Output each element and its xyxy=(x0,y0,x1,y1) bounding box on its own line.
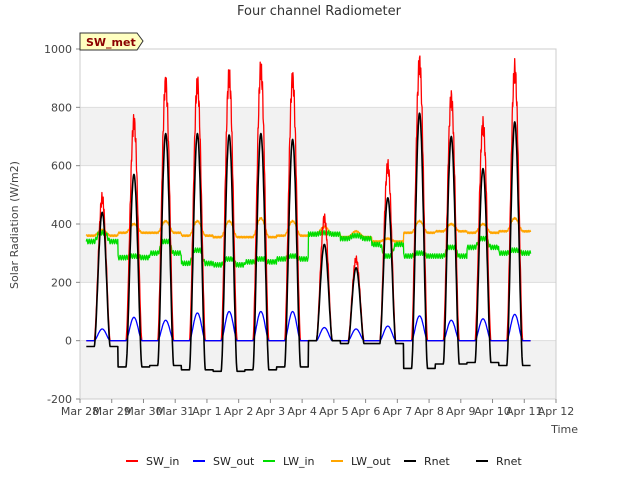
legend: SW_in SW_out LW_in LW_out Rnet Rnet xyxy=(126,455,522,468)
x-tick-label: Apr 6 xyxy=(351,405,381,418)
x-tick-label: Apr 1 xyxy=(192,405,222,418)
x-tick-label: Apr 10 xyxy=(474,405,511,418)
y-tick-label: 1000 xyxy=(44,43,72,56)
x-axis-title: Time xyxy=(550,423,578,436)
x-tick-label: Apr 5 xyxy=(319,405,349,418)
series-layer xyxy=(85,55,532,373)
y-tick-label: 0 xyxy=(65,335,72,348)
x-tick-label: Mar 30 xyxy=(124,405,162,418)
legend-label: LW_out xyxy=(351,455,391,468)
legend-item: LW_out xyxy=(331,455,391,468)
legend-item: SW_in xyxy=(126,455,179,468)
legend-item: Rnet xyxy=(476,455,522,468)
background-band xyxy=(80,340,556,399)
background-band xyxy=(80,107,556,166)
y-tick-label: 200 xyxy=(51,276,72,289)
legend-item: SW_out xyxy=(193,455,255,468)
legend-item: Rnet xyxy=(404,455,450,468)
x-tick-label: Apr 9 xyxy=(446,405,476,418)
y-axis-title: Solar Radiation (W/m2) xyxy=(8,161,21,289)
x-tick-label: Mar 31 xyxy=(156,405,194,418)
y-axis-ticks: -200 0 200 400 600 800 1000 xyxy=(44,43,80,406)
station-badge-shape xyxy=(79,32,144,51)
x-tick-label: Apr 12 xyxy=(538,405,575,418)
legend-label: SW_in xyxy=(146,455,179,468)
x-tick-label: Apr 3 xyxy=(256,405,286,418)
legend-label: LW_in xyxy=(283,455,315,468)
x-tick-label: Mar 28 xyxy=(61,405,99,418)
x-tick-label: Apr 8 xyxy=(414,405,444,418)
x-tick-label: Apr 2 xyxy=(224,405,254,418)
legend-label: SW_out xyxy=(213,455,255,468)
legend-label: Rnet xyxy=(496,455,522,468)
y-tick-label: -200 xyxy=(47,393,72,406)
chart-title: Four channel Radiometer xyxy=(237,4,402,19)
station-badge: SW_met xyxy=(79,32,144,51)
series-line-rnet xyxy=(85,112,532,373)
x-tick-label: Apr 4 xyxy=(287,405,317,418)
x-tick-label: Apr 7 xyxy=(383,405,413,418)
legend-item: LW_in xyxy=(263,455,315,468)
x-tick-label: Apr 11 xyxy=(506,405,543,418)
y-tick-label: 400 xyxy=(51,218,72,231)
station-badge-label: SW_met xyxy=(86,36,136,49)
x-tick-label: Mar 29 xyxy=(93,405,131,418)
y-tick-label: 600 xyxy=(51,160,72,173)
legend-label: Rnet xyxy=(424,455,450,468)
y-tick-label: 800 xyxy=(51,101,72,114)
